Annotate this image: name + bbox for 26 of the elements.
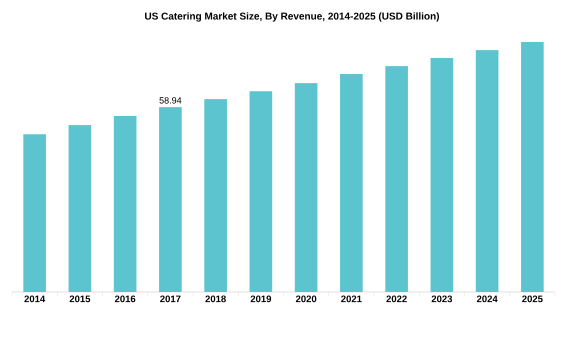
x-tick-label: 2022 (386, 296, 407, 302)
x-tick-label: 2020 (296, 296, 316, 302)
x-tick-label: 2016 (114, 296, 136, 302)
bar (521, 42, 544, 292)
bar (294, 83, 318, 292)
bar (476, 50, 498, 292)
x-tick-label: 2023 (432, 296, 452, 302)
x-tick-label: 2024 (476, 296, 498, 302)
bar (250, 91, 272, 292)
x-tick-label: 2017 (160, 296, 181, 302)
bar (430, 58, 454, 292)
x-tick-label: 2019 (250, 296, 272, 302)
bar (23, 134, 46, 292)
x-tick-label: 2018 (205, 296, 226, 302)
bar (204, 99, 227, 292)
bar (340, 74, 363, 292)
x-tick-label: 2021 (341, 296, 362, 302)
bar (68, 125, 92, 292)
x-tick-label: 2025 (522, 296, 543, 302)
x-tick-label: 2014 (24, 296, 46, 302)
bar (114, 116, 136, 292)
chart-title: US Catering Market Size, By Revenue, 2014-2025 (USD Billion) (145, 12, 440, 22)
bar (385, 66, 408, 292)
data-label: 58.94 (159, 97, 182, 104)
x-tick-label: 2015 (70, 296, 90, 302)
bar (159, 107, 182, 292)
